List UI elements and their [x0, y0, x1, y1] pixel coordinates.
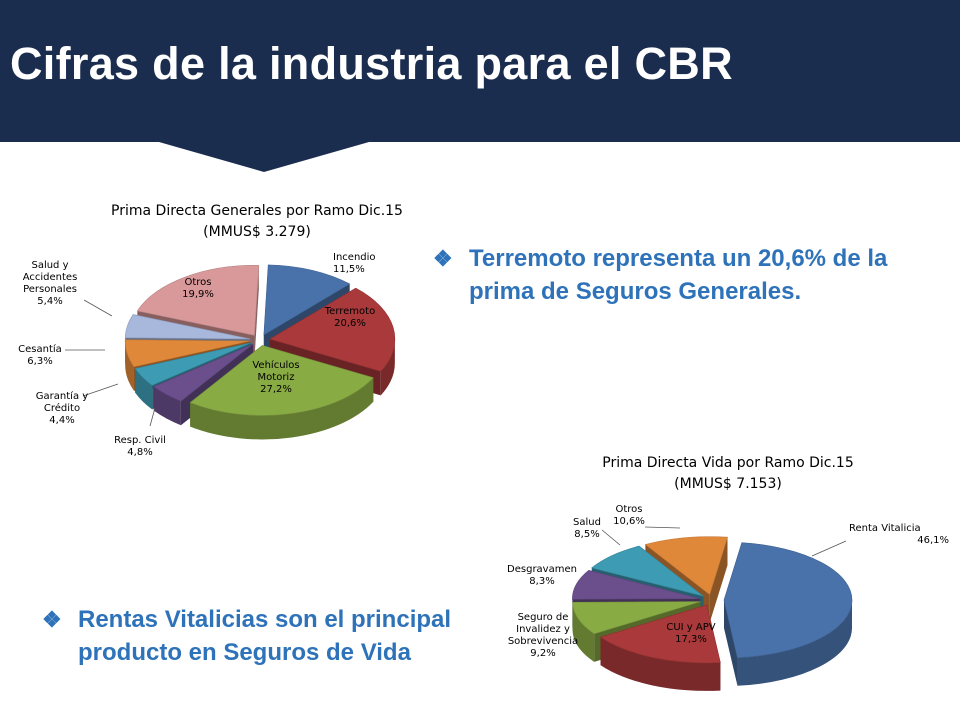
slice-value-label: 27,2%: [260, 384, 292, 395]
slide-title: Cifras de la industria para el CBR: [10, 38, 733, 89]
slice-value-label: 5,4%: [37, 296, 62, 307]
slice-label: Cesantía: [18, 343, 62, 355]
pie-slice: [124, 314, 251, 340]
bullet-rentas: ❖ Rentas Vitalicias son el principal pro…: [42, 603, 508, 669]
pie-slice: [124, 339, 251, 368]
chart-generales: Prima Directa Generales por Ramo Dic.15 …: [18, 203, 403, 458]
slice-label: Incendio: [333, 252, 376, 263]
slice-value-label: 11,5%: [333, 264, 365, 275]
slice-value-label: 4,8%: [127, 447, 152, 458]
pie-slice: [572, 569, 701, 600]
slice-label: Garantía y: [36, 390, 88, 402]
slice-label: Crédito: [44, 402, 80, 414]
slice-value-label: 17,3%: [675, 634, 707, 645]
chart-vida: Prima Directa Vida por Ramo Dic.15 (MMUS…: [507, 455, 949, 691]
pie-slice-wall: [723, 600, 738, 686]
pie-slice-side: [737, 600, 852, 686]
pie-slice-side: [125, 341, 134, 391]
pie-slice: [572, 601, 701, 635]
slice-label: Seguro de: [518, 612, 569, 623]
bullet-text: Terremoto representa un 20,6% de la prim…: [469, 245, 888, 305]
slice-label: Sobrevivencia: [508, 636, 578, 647]
slice-label: Motoriz: [258, 372, 295, 383]
slice-label: Otros: [184, 277, 211, 288]
pie-slice-side: [190, 377, 374, 440]
pie-slice-side: [153, 386, 181, 426]
slice-value-label: 8,5%: [574, 529, 599, 540]
slice-value-label: 46,1%: [917, 535, 949, 546]
slice-value-label: 8,3%: [529, 576, 554, 587]
slice-label: Terremoto: [324, 306, 375, 317]
slice-label: Renta Vitalicia: [849, 523, 921, 534]
title-banner: [0, 0, 960, 142]
chart-subtitle: (MMUS$ 3.279): [203, 224, 311, 240]
title-banner-notch: [152, 140, 376, 172]
slice-label: Salud y: [31, 260, 68, 271]
leader-line: [601, 529, 621, 546]
pie-slice-side: [380, 339, 395, 396]
slice-value-label: 6,3%: [27, 356, 52, 367]
pie-slice: [269, 287, 396, 372]
slice-label: Personales: [23, 284, 77, 295]
slice-label: Vehículos: [252, 359, 299, 371]
chart-title: Prima Directa Vida por Ramo Dic.15: [602, 455, 853, 471]
leader-line: [644, 526, 681, 529]
pie-slice: [134, 342, 252, 386]
pie-slice: [136, 265, 260, 336]
leader-line: [811, 540, 847, 557]
pie-slice: [599, 604, 721, 664]
pie-slice-wall: [709, 537, 728, 623]
pie-slice: [153, 343, 254, 402]
slice-value-label: 4,4%: [49, 415, 74, 426]
slice-label: Salud: [573, 517, 601, 528]
pie-slice: [644, 536, 728, 596]
pie-slice: [591, 545, 704, 597]
pie-tops: [124, 264, 396, 416]
chart-subtitle: (MMUS$ 7.153): [674, 476, 782, 492]
pie-slice-wall: [254, 265, 259, 360]
slice-label: Desgravamen: [507, 564, 577, 575]
slice-label: Otros: [615, 504, 642, 515]
pie-slice: [263, 264, 351, 336]
pie-tops: [572, 536, 853, 664]
slice-label: Accidentes: [23, 272, 78, 283]
leader-line: [149, 407, 156, 427]
pie-slice: [723, 542, 853, 659]
bullet-text: Rentas Vitalicias son el principal produ…: [78, 606, 452, 666]
leader-line: [83, 299, 113, 317]
slice-value-label: 19,9%: [182, 289, 214, 300]
slice-value-label: 20,6%: [334, 318, 366, 329]
slice-label: Resp. Civil: [114, 435, 166, 446]
slice-label: Invalidez y: [516, 624, 570, 635]
pie-slice-side: [600, 637, 721, 691]
slice-value-label: 10,6%: [613, 516, 645, 527]
pie-slice: [189, 345, 374, 416]
diamond-bullet-icon: ❖: [42, 607, 62, 632]
slice-value-label: 9,2%: [530, 648, 555, 659]
pie-slice-side: [135, 368, 153, 410]
pie-slice-side: [572, 602, 595, 662]
bullet-terremoto: ❖ Terremoto representa un 20,6% de la pr…: [433, 242, 939, 308]
chart-title: Prima Directa Generales por Ramo Dic.15: [111, 203, 403, 219]
slice-label: CUI y APV: [666, 622, 715, 633]
diamond-bullet-icon: ❖: [433, 246, 453, 271]
leader-line: [82, 383, 119, 397]
